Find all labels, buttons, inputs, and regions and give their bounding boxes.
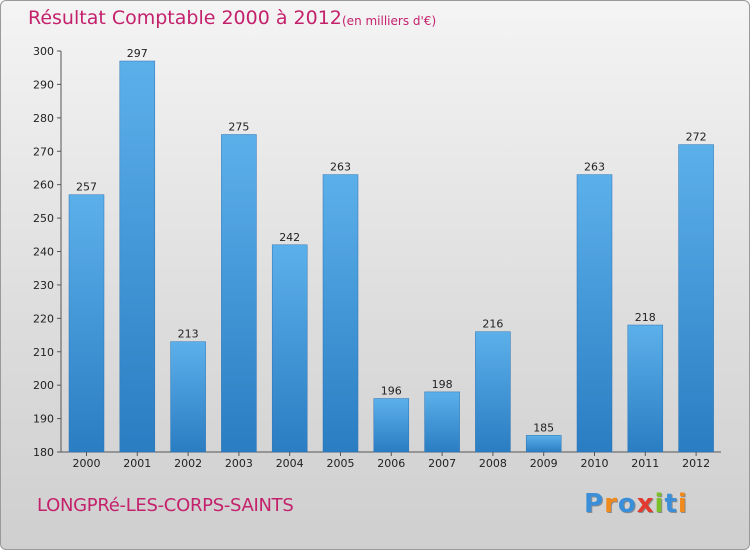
logo-letter: i (654, 489, 665, 519)
logo-letter: P (584, 489, 605, 519)
bar (119, 60, 156, 453)
y-tick-label: 230 (33, 279, 54, 292)
y-tick-label: 260 (33, 179, 54, 192)
bar (221, 134, 257, 453)
bar-value-label: 216 (482, 318, 503, 331)
bar (475, 331, 511, 453)
logo-letter: x (636, 489, 655, 519)
bar-value-label: 263 (584, 161, 605, 174)
x-tick-label: 2007 (428, 457, 456, 470)
logo-letter: t (664, 489, 678, 519)
x-tick-label: 2012 (682, 457, 710, 470)
chart-title: Résultat Comptable 2000 à 2012 (28, 7, 342, 29)
bar (678, 144, 714, 453)
chart-subtitle: (en milliers d'€) (342, 14, 437, 28)
x-tick-label: 2006 (377, 457, 405, 470)
bar (271, 244, 308, 453)
bar-value-label: 242 (279, 231, 300, 244)
logo-letter: o (617, 489, 637, 519)
bar (170, 341, 206, 453)
x-tick-label: 2005 (327, 457, 355, 470)
bar (322, 174, 359, 453)
bar-value-label: 275 (228, 121, 249, 134)
logo-letter: r (604, 489, 618, 519)
bar-value-label: 257 (76, 181, 97, 194)
x-tick-label: 2004 (276, 457, 304, 470)
bar (627, 324, 664, 453)
bar-value-label: 185 (533, 421, 554, 434)
y-tick-label: 300 (33, 45, 54, 58)
y-tick-label: 270 (33, 145, 54, 158)
x-tick-label: 2000 (73, 457, 101, 470)
x-tick-label: 2008 (479, 457, 507, 470)
x-tick-label: 2009 (530, 457, 558, 470)
y-tick-label: 280 (33, 112, 54, 125)
bar (424, 391, 460, 453)
bar (373, 398, 410, 453)
y-tick-label: 290 (33, 78, 54, 91)
bar (525, 435, 562, 453)
y-tick-label: 220 (33, 312, 54, 325)
y-tick-label: 210 (33, 346, 54, 359)
bar (68, 194, 105, 453)
x-tick-label: 2010 (581, 457, 609, 470)
bar-value-label: 272 (686, 131, 707, 144)
bar-value-label: 218 (635, 311, 656, 324)
logo-letter: i (677, 489, 688, 519)
y-tick-label: 190 (33, 413, 54, 426)
commune-name: LONGPRé-LES-CORPS-SAINTS (37, 495, 294, 516)
bar-value-label: 213 (178, 328, 199, 341)
x-tick-label: 2001 (123, 457, 151, 470)
bar-value-label: 196 (381, 385, 402, 398)
y-tick-label: 180 (33, 446, 54, 459)
y-tick-label: 240 (33, 246, 54, 259)
bar-value-label: 263 (330, 161, 351, 174)
bar-value-label: 297 (127, 47, 148, 60)
y-tick-label: 250 (33, 212, 54, 225)
y-tick-label: 200 (33, 379, 54, 392)
bar (576, 174, 613, 453)
bar-value-label: 198 (432, 378, 453, 391)
x-tick-label: 2003 (225, 457, 253, 470)
x-tick-label: 2011 (631, 457, 659, 470)
proxiti-logo: Proxiti (584, 489, 688, 519)
x-tick-label: 2002 (174, 457, 202, 470)
